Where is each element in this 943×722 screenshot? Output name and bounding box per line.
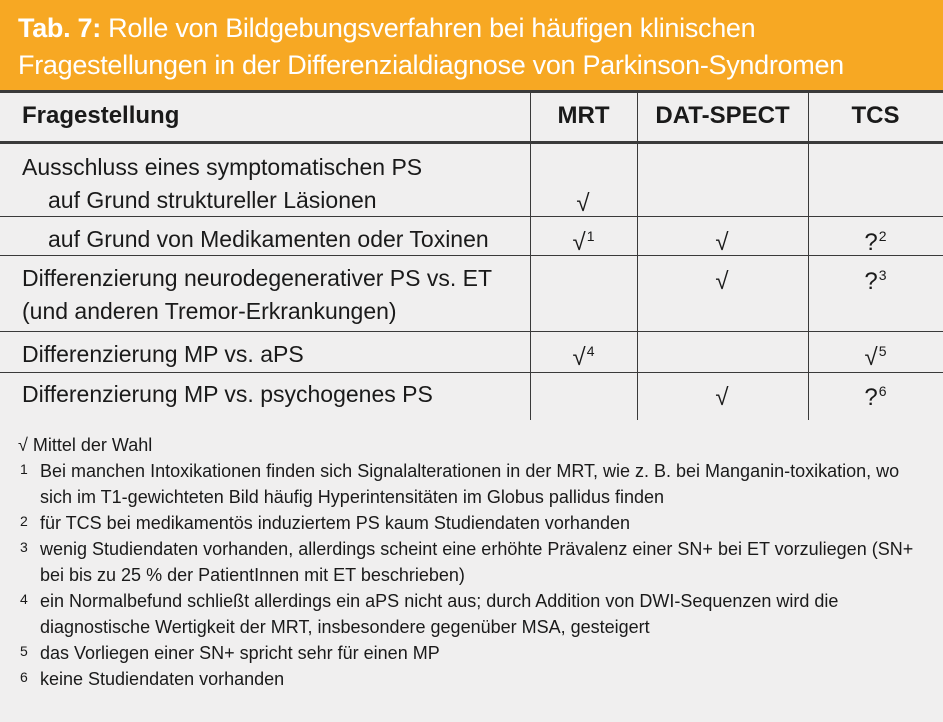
data-table: Fragestellung MRT DAT-SPECT TCS Ausschlu… [0, 90, 943, 420]
check-mark: √ [715, 229, 729, 256]
column-divider [808, 90, 809, 420]
cell-dat-spect: √ [637, 221, 808, 258]
footnote-text: für TCS bei medikamentös induziertem PS … [40, 513, 630, 533]
footnote-marker: 3 [20, 539, 28, 555]
footnote-ref: 2 [878, 228, 887, 244]
question-mark: ? [864, 384, 878, 411]
cell-dat-spect: √ [637, 260, 808, 297]
row-divider [0, 331, 943, 332]
header-tcs: TCS [851, 102, 900, 129]
cell-mrt: √ [530, 182, 637, 219]
check-mark: √ [715, 268, 729, 295]
footnote-ref: 5 [878, 343, 887, 359]
footnote-text: keine Studiendaten vorhanden [40, 669, 285, 689]
table-number: Tab. 7: [18, 13, 101, 43]
footnote-marker: 5 [20, 643, 28, 659]
footnote-text: das Vorliegen einer SN+ spricht sehr für… [40, 643, 440, 663]
column-divider [530, 90, 531, 420]
check-mark: √ [715, 384, 729, 411]
column-divider [637, 90, 638, 420]
row-label: (und anderen Tremor-Erkrankungen) [22, 298, 397, 324]
footnote-ref: 6 [878, 383, 887, 399]
footnote-text: wenig Studiendaten vorhanden, allerdings… [40, 539, 914, 585]
footnote-marker: 2 [20, 513, 28, 529]
footnote: 3 wenig Studiendaten vorhanden, allerding… [18, 536, 918, 588]
cell-mrt: √1 [530, 221, 637, 258]
header-dat-spect: DAT-SPECT [655, 102, 790, 129]
footnote-ref: 1 [586, 228, 595, 244]
row-label: auf Grund struktureller Läsionen [48, 187, 377, 213]
row-divider [0, 255, 943, 256]
row-label: Ausschluss eines symptomatischen PS [22, 154, 423, 180]
question-mark: ? [864, 268, 878, 295]
footnote: 4 ein Normalbefund schließt allerdings ei… [18, 588, 918, 640]
check-mark: √ [572, 229, 586, 256]
row-label: Differenzierung neurodegenerativer PS vs… [22, 265, 493, 291]
question-mark: ? [864, 229, 878, 256]
header-bottom-rule [0, 141, 943, 144]
cell-dat-spect: √ [637, 376, 808, 413]
footnote: 1 Bei manchen Intoxikationen finden sich … [18, 458, 918, 510]
cell-tcs: √5 [808, 336, 943, 373]
check-mark: √ [572, 344, 586, 371]
cell-mrt: √4 [530, 336, 637, 373]
footnote: 2 für TCS bei medikamentös induziertem PS… [18, 510, 918, 536]
row-divider [0, 372, 943, 373]
footnote-marker: 4 [20, 591, 28, 607]
cell-tcs: ?6 [808, 376, 943, 413]
footnote-text: ein Normalbefund schließt allerdings ein… [40, 591, 839, 637]
footnote-ref: 4 [586, 343, 595, 359]
header-fragestellung: Fragestellung [22, 102, 180, 129]
row-label: Differenzierung MP vs. psychogenes PS [22, 381, 433, 407]
table-title: Tab. 7: Rolle von Bildgebungsverfahren b… [0, 0, 943, 90]
row-label: auf Grund von Medikamenten oder Toxinen [48, 226, 489, 252]
row-label: Differenzierung MP vs. aPS [22, 341, 304, 367]
footnote-marker: 1 [20, 461, 28, 477]
cell-tcs: ?3 [808, 260, 943, 297]
footnote: 5 das Vorliegen einer SN+ spricht sehr fü… [18, 640, 918, 666]
footnote-legend: √ Mittel der Wahl [18, 435, 153, 455]
check-mark: √ [576, 190, 590, 217]
cell-tcs: ?2 [808, 221, 943, 258]
check-mark: √ [864, 344, 878, 371]
footnote: 6 keine Studiendaten vorhanden [18, 666, 918, 692]
footnote-marker: 6 [20, 669, 28, 685]
footnote-text: Bei manchen Intoxikationen finden sich S… [40, 461, 900, 507]
row-divider [0, 216, 943, 217]
footnotes: √ Mittel der Wahl 1 Bei manchen Intoxikat… [18, 432, 918, 692]
table-caption: Rolle von Bildgebungsverfahren bei häufi… [18, 13, 844, 80]
header-top-rule [0, 90, 943, 93]
footnote-ref: 3 [878, 267, 887, 283]
header-mrt: MRT [557, 102, 610, 129]
